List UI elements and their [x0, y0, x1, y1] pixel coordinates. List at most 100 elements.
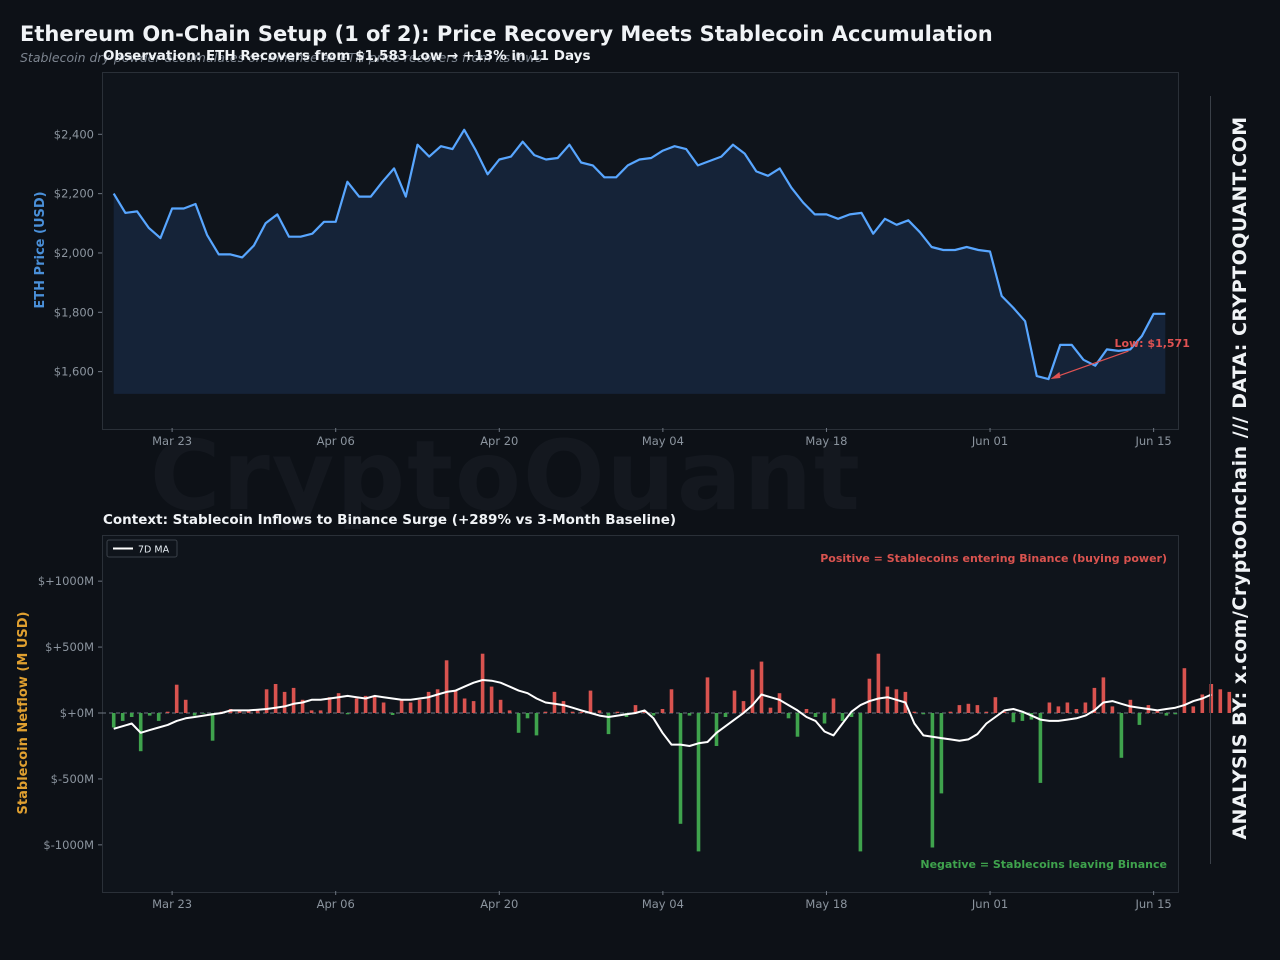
netflow-bar — [147, 713, 152, 716]
x-tick-label: May 18 — [805, 897, 847, 911]
netflow-bar — [885, 686, 890, 713]
netflow-bar — [606, 713, 611, 735]
netflow-bar — [543, 711, 548, 713]
netflow-bar — [273, 684, 278, 713]
netflow-bar — [804, 709, 809, 713]
legend-box — [106, 539, 178, 558]
y-tick-label: $2,000 — [54, 246, 94, 260]
netflow-bar — [1227, 691, 1232, 713]
netflow-bar — [264, 689, 269, 713]
netflow-bar — [246, 710, 251, 713]
x-tick-label: Apr 20 — [480, 434, 518, 448]
x-tick-label: May 18 — [805, 434, 847, 448]
netflow-bar — [975, 705, 980, 713]
y-tick-label: $2,200 — [54, 187, 94, 201]
netflow-bar — [300, 699, 305, 713]
netflow-bar — [1191, 706, 1196, 713]
netflow-bar — [588, 690, 593, 713]
price-line — [112, 128, 1166, 381]
page-subtitle: Stablecoin dry powder accumulates on Bin… — [20, 50, 542, 65]
netflow-bar — [282, 691, 287, 713]
x-tick-label: May 04 — [642, 434, 684, 448]
netflow-bar — [1209, 684, 1214, 713]
netflow-bar — [561, 701, 566, 713]
netflow-bar — [399, 699, 404, 713]
netflow-bar — [723, 713, 728, 717]
netflow-bar — [786, 713, 791, 719]
netflow-bar — [966, 703, 971, 713]
netflow-bar — [1092, 687, 1097, 713]
netflow-chart: $-1000M $-500M $+0M $+500M $+1000M Mar 23 Apr … — [16, 539, 1232, 911]
netflow-bar — [948, 711, 953, 713]
netflow-bar — [1164, 713, 1169, 716]
netflow-bar — [255, 709, 260, 713]
netflow-bar — [696, 713, 701, 852]
netflow-bar — [156, 713, 161, 721]
netflow-bar — [939, 713, 944, 794]
y-tick-label: $+0M — [60, 706, 94, 720]
netflow-bar — [525, 713, 530, 719]
netflow-bar — [1137, 713, 1142, 725]
netflow-bar — [759, 661, 764, 713]
netflow-bar — [894, 689, 899, 713]
low-annotation: Low: $1,571 — [1114, 337, 1189, 350]
netflow-bar — [732, 690, 737, 713]
netflow-bar — [876, 653, 881, 713]
netflow-bar — [813, 713, 818, 717]
netflow-bar — [651, 713, 656, 716]
netflow-bar — [993, 697, 998, 713]
netflow-bar — [1218, 689, 1223, 713]
y-tick-label: $1,800 — [54, 305, 94, 319]
annotation-arrow — [1052, 350, 1129, 379]
netflow-bar — [768, 707, 773, 713]
netflow-bar — [309, 710, 314, 713]
netflow-bar — [579, 711, 584, 713]
side-banner: ANALYSIS BY: x.com/CryptoOnchain /// DAT… — [1222, 96, 1258, 860]
netflow-bar — [1002, 711, 1007, 713]
netflow-bar — [1074, 709, 1079, 713]
netflow-bar — [363, 695, 368, 713]
netflow-bar — [669, 689, 674, 713]
netflow-bar — [1011, 713, 1016, 723]
netflow-bar — [714, 713, 719, 746]
netflow-axis-label: Stablecoin Netflow (M USD) — [16, 612, 31, 815]
x-tick-label: Jun 01 — [971, 434, 1008, 448]
legend-label: 7D MA — [138, 545, 170, 556]
netflow-bar — [822, 713, 827, 724]
netflow-bar — [498, 699, 503, 713]
netflow-bar — [1119, 713, 1124, 758]
netflow-bar — [867, 678, 872, 713]
price-chart: $1,600 $1,800 $2,000 $2,200 $2,400 Mar 23 Apr … — [33, 127, 1190, 448]
netflow-bar — [480, 653, 485, 713]
netflow-bar — [1101, 677, 1106, 713]
netflow-chart-title: Context: Stablecoin Inflows to Binance S… — [103, 512, 677, 528]
netflow-bar — [426, 691, 431, 713]
netflow-bar — [372, 695, 377, 713]
y-tick-label: $+1000M — [38, 574, 94, 588]
y-tick-label: $-500M — [51, 772, 94, 786]
y-tick-label: $-1000M — [43, 838, 94, 852]
netflow-bar — [615, 711, 620, 713]
netflow-bar — [210, 713, 215, 741]
netflow-bar — [165, 711, 170, 713]
netflow-bar — [1200, 694, 1205, 713]
netflow-bar — [390, 713, 395, 715]
x-tick-label: Mar 23 — [152, 897, 192, 911]
netflow-bar — [552, 691, 557, 713]
netflow-bar — [741, 701, 746, 713]
netflow-bar — [705, 677, 710, 713]
netflow-bar — [795, 713, 800, 737]
netflow-bar — [633, 705, 638, 713]
y-tick-label: $1,600 — [54, 365, 94, 379]
x-tick-label: Apr 06 — [317, 897, 355, 911]
y-tick-label: $2,400 — [54, 127, 94, 141]
netflow-bar — [1020, 713, 1025, 721]
netflow-bar — [777, 693, 782, 713]
netflow-bar — [1047, 702, 1052, 713]
page-title: Ethereum On-Chain Setup (1 of 2): Price … — [20, 22, 993, 46]
x-tick-label: Apr 06 — [317, 434, 355, 448]
netflow-bar — [1182, 668, 1187, 713]
x-tick-label: Mar 23 — [152, 434, 192, 448]
netflow-bar — [507, 710, 512, 713]
